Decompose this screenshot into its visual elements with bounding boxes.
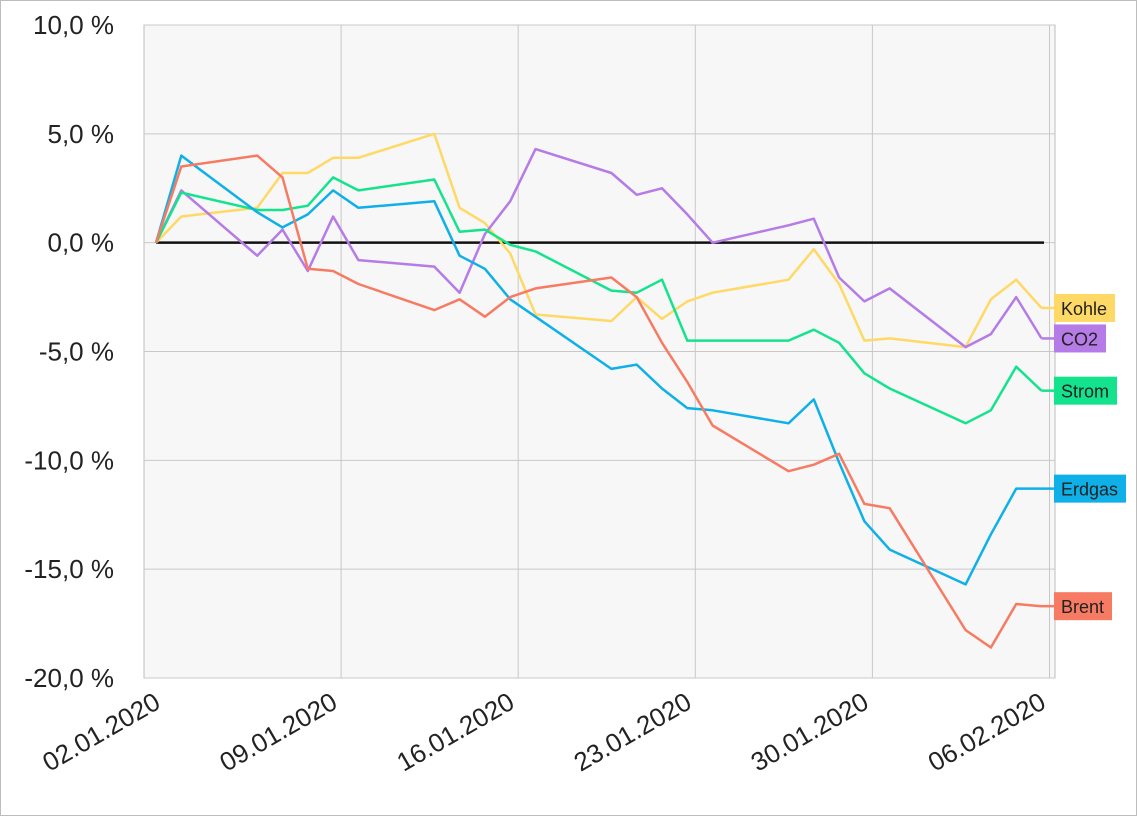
legend-label-strom: Strom bbox=[1061, 382, 1109, 402]
y-tick-label: -10,0 % bbox=[24, 445, 114, 475]
y-tick-label: -20,0 % bbox=[24, 663, 114, 693]
legend-label-kohle: Kohle bbox=[1061, 299, 1107, 319]
y-tick-label: 10,0 % bbox=[33, 10, 114, 40]
x-tick-label: 06.02.2020 bbox=[923, 686, 1051, 777]
y-tick-label: -5,0 % bbox=[39, 337, 114, 367]
x-tick-label: 16.01.2020 bbox=[391, 686, 519, 777]
legend-label-erdgas: Erdgas bbox=[1061, 480, 1118, 500]
y-axis-ticks: 10,0 % 5,0 % 0,0 % -5,0 % -10,0 % -15,0 % -20,… bbox=[24, 10, 114, 693]
y-tick-label: 0,0 % bbox=[48, 228, 115, 258]
x-tick-label: 30.01.2020 bbox=[746, 686, 874, 777]
legend-label-brent: Brent bbox=[1061, 597, 1104, 617]
x-tick-label: 02.01.2020 bbox=[37, 686, 165, 777]
x-tick-label: 09.01.2020 bbox=[214, 686, 342, 777]
x-axis-ticks: 02.01.2020 09.01.2020 16.01.2020 23.01.2020… bbox=[37, 686, 1050, 777]
y-tick-label: -15,0 % bbox=[24, 554, 114, 584]
y-tick-label: 5,0 % bbox=[48, 119, 115, 149]
x-tick-label: 23.01.2020 bbox=[569, 686, 697, 777]
legend-label-co2: CO2 bbox=[1061, 329, 1098, 349]
